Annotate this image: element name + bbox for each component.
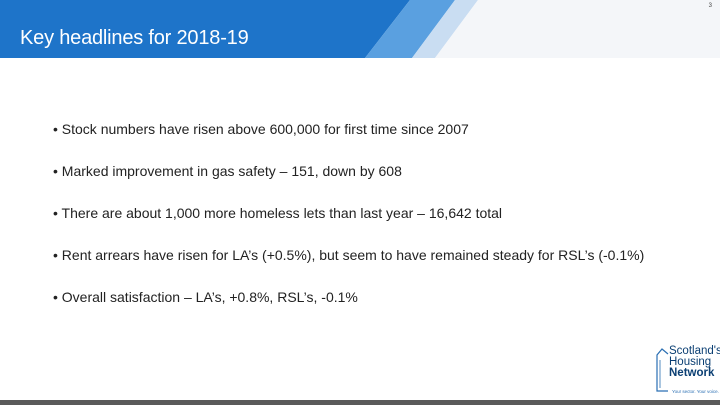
- bullet-item: • Stock numbers have risen above 600,000…: [53, 121, 469, 137]
- logo-tagline: Your sector. Your voice.: [672, 389, 719, 394]
- title-band: Key headlines for 2018-19 3: [0, 0, 720, 58]
- scotlands-housing-network-logo: Scotland's Housing Network Your sector. …: [655, 345, 720, 398]
- bullet-item: • Marked improvement in gas safety – 151…: [53, 163, 402, 179]
- house-outline-icon: [656, 348, 669, 392]
- logo-line-1: Scotland's: [669, 345, 720, 357]
- logo-line-2: Housing: [669, 356, 712, 368]
- bullet-item: • Overall satisfaction – LA’s, +0.8%, RS…: [53, 289, 358, 305]
- title-band-graphic: [0, 0, 720, 58]
- page-number: 3: [708, 3, 712, 9]
- bullet-item: • There are about 1,000 more homeless le…: [53, 205, 503, 221]
- logo-wordmark: Scotland's Housing Network: [669, 345, 720, 379]
- bullet-item: • Rent arrears have risen for LA’s (+0.5…: [53, 247, 645, 263]
- bottom-bar: [0, 400, 720, 405]
- logo-line-3: Network: [669, 367, 715, 379]
- slide-title: Key headlines for 2018-19: [20, 27, 249, 49]
- bullet-list: • Stock numbers have risen above 600,000…: [53, 120, 653, 307]
